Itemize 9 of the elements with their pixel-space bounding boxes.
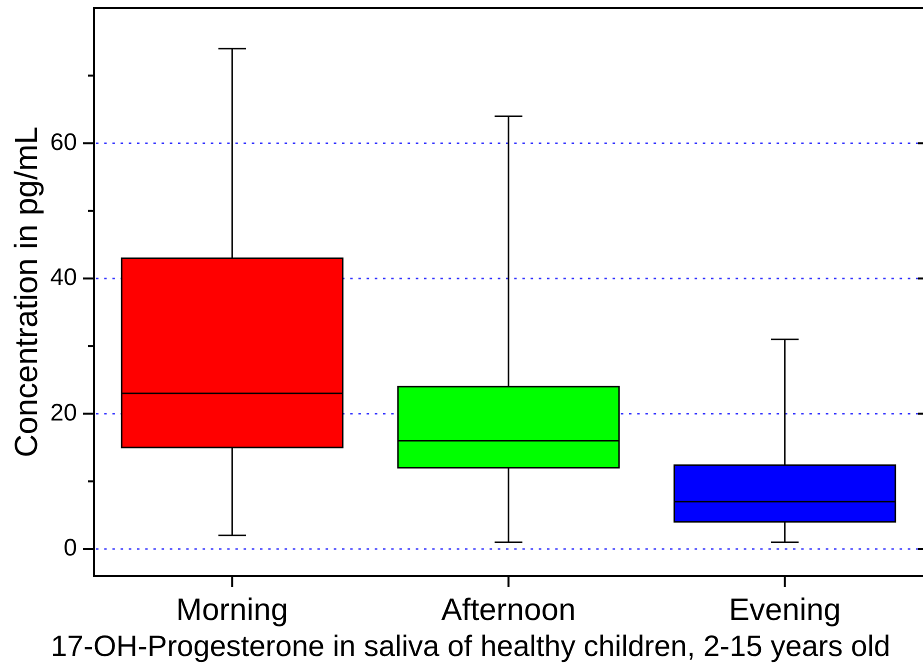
x-tick-label: Evening	[728, 592, 841, 628]
x-axis-title: 17-OH-Progesterone in saliva of healthy children, 2-15 years old	[50, 630, 890, 664]
y-axis-title: Concentration in pg/mL	[8, 126, 44, 458]
y-tick-label: 60	[50, 128, 77, 156]
y-tick-label: 0	[64, 534, 77, 562]
y-tick-label: 40	[50, 264, 77, 292]
y-tick-label: 20	[50, 399, 77, 426]
x-tick-label: Afternoon	[441, 592, 576, 628]
x-tick-label: Morning	[176, 592, 288, 628]
